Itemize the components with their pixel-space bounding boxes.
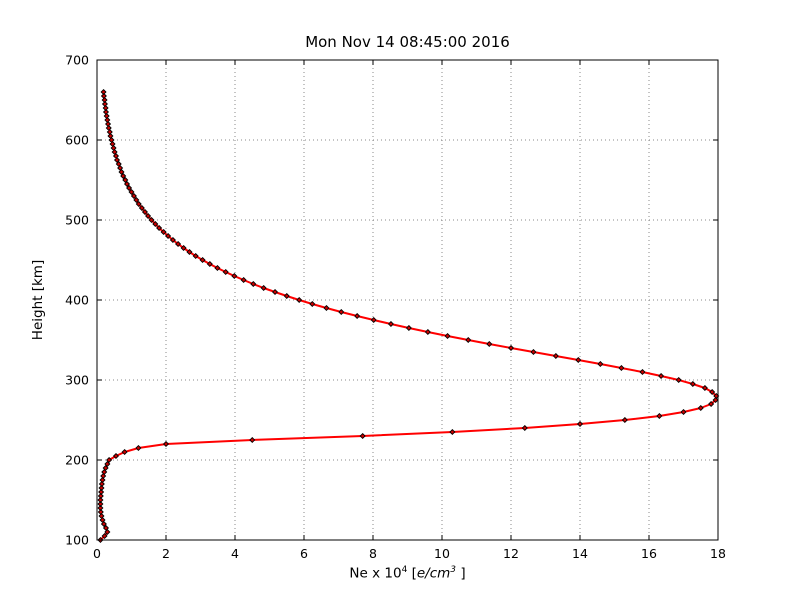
y-tick-label: 700 — [65, 53, 89, 68]
y-tick-label: 100 — [65, 533, 89, 548]
y-tick-label: 200 — [65, 453, 89, 468]
y-tick-label: 500 — [65, 213, 89, 228]
x-tick-label: 4 — [231, 546, 239, 561]
y-axis-label: Height [km] — [30, 259, 46, 341]
x-axis-unit-close-bracket: ] — [456, 565, 466, 582]
x-axis-unit-open-bracket: [ — [407, 565, 417, 582]
ne-profile-markers — [97, 88, 720, 544]
y-tick-label: 600 — [65, 133, 89, 148]
ne-profile-line — [99, 91, 718, 541]
x-axis-label-exponent: 4 — [401, 565, 408, 575]
x-axis-unit: e/cm — [416, 565, 451, 582]
x-tick-label: 10 — [434, 546, 450, 561]
chart-title: Mon Nov 14 08:45:00 2016 — [305, 33, 510, 51]
x-tick-label: 8 — [369, 546, 377, 561]
grid-lines — [96, 59, 719, 541]
x-axis-unit-exponent: 3 — [450, 565, 457, 575]
x-axis-label: Ne x 104 [e/cm3 ] — [97, 565, 718, 582]
x-tick-label: 16 — [641, 546, 657, 561]
tick-marks — [96, 59, 719, 541]
x-tick-label: 14 — [572, 546, 588, 561]
x-tick-label: 12 — [503, 546, 519, 561]
x-tick-label: 0 — [93, 546, 101, 561]
x-axis-label-prefix: Ne x 10 — [349, 565, 402, 582]
x-tick-label: 18 — [710, 546, 726, 561]
axes-frame — [96, 59, 719, 541]
x-tick-label: 6 — [300, 546, 308, 561]
tick-labels: 0 2 4 6 8 10 12 14 16 18 100 200 300 400 500 600 700 — [65, 53, 726, 562]
x-tick-label: 2 — [162, 546, 170, 561]
y-tick-label: 400 — [65, 293, 89, 308]
y-tick-label: 300 — [65, 373, 89, 388]
